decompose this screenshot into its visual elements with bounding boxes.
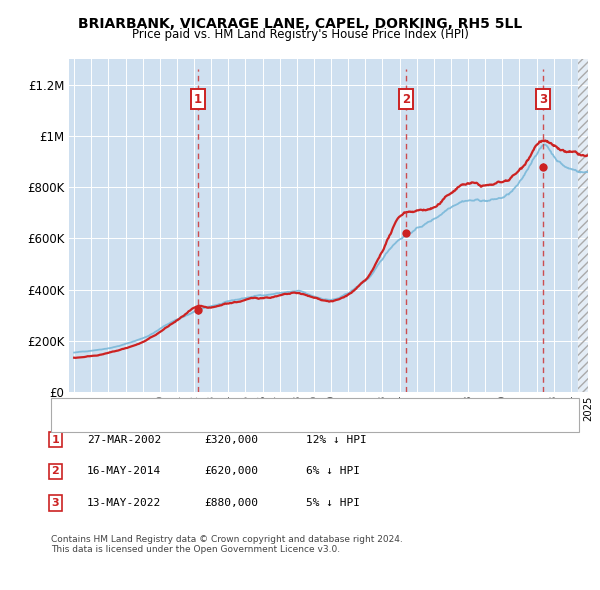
Text: 5% ↓ HPI: 5% ↓ HPI bbox=[306, 499, 360, 508]
Text: HPI: Average price, detached house, Mole Valley: HPI: Average price, detached house, Mole… bbox=[84, 418, 336, 428]
Text: 2: 2 bbox=[52, 467, 59, 476]
Text: 1: 1 bbox=[52, 435, 59, 444]
Bar bbox=[578, 59, 588, 392]
Text: 13-MAY-2022: 13-MAY-2022 bbox=[87, 499, 161, 508]
Text: Price paid vs. HM Land Registry's House Price Index (HPI): Price paid vs. HM Land Registry's House … bbox=[131, 28, 469, 41]
Text: This data is licensed under the Open Government Licence v3.0.: This data is licensed under the Open Gov… bbox=[51, 545, 340, 555]
Text: £320,000: £320,000 bbox=[204, 435, 258, 444]
Text: £880,000: £880,000 bbox=[204, 499, 258, 508]
Text: 3: 3 bbox=[52, 499, 59, 508]
Text: 27-MAR-2002: 27-MAR-2002 bbox=[87, 435, 161, 444]
Text: —: — bbox=[62, 398, 80, 416]
Text: —: — bbox=[62, 414, 80, 432]
Text: 12% ↓ HPI: 12% ↓ HPI bbox=[306, 435, 367, 444]
Text: 2: 2 bbox=[402, 93, 410, 106]
Text: BRIARBANK, VICARAGE LANE, CAPEL, DORKING, RH5 5LL: BRIARBANK, VICARAGE LANE, CAPEL, DORKING… bbox=[78, 17, 522, 31]
Text: Contains HM Land Registry data © Crown copyright and database right 2024.: Contains HM Land Registry data © Crown c… bbox=[51, 535, 403, 545]
Text: BRIARBANK, VICARAGE LANE, CAPEL, DORKING, RH5 5LL (detached house): BRIARBANK, VICARAGE LANE, CAPEL, DORKING… bbox=[84, 402, 474, 412]
Text: 1: 1 bbox=[194, 93, 202, 106]
Text: £620,000: £620,000 bbox=[204, 467, 258, 476]
Text: 6% ↓ HPI: 6% ↓ HPI bbox=[306, 467, 360, 476]
Text: 3: 3 bbox=[539, 93, 547, 106]
Text: 16-MAY-2014: 16-MAY-2014 bbox=[87, 467, 161, 476]
